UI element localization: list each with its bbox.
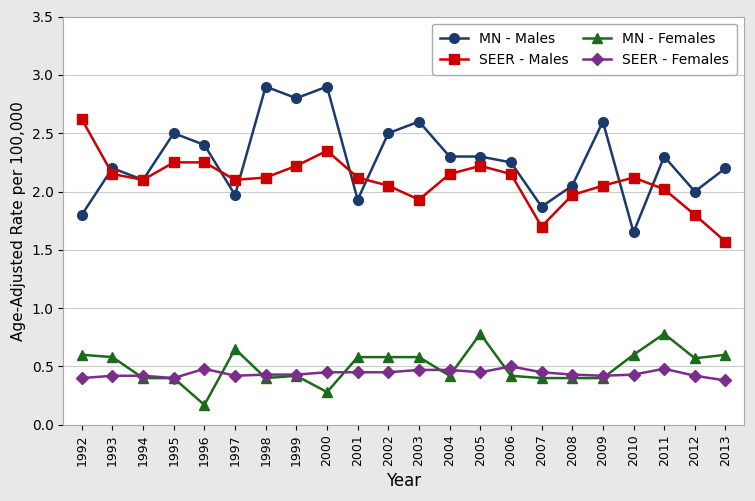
MN - Females [322, 389, 331, 395]
MN - Males [353, 197, 362, 203]
SEER - Males [200, 159, 209, 165]
MN - Females [353, 354, 362, 360]
SEER - Females [660, 366, 669, 372]
X-axis label: Year: Year [386, 472, 421, 490]
SEER - Males [537, 223, 546, 229]
SEER - Males [169, 159, 178, 165]
SEER - Females [537, 369, 546, 375]
MN - Males [690, 188, 699, 194]
SEER - Females [230, 373, 239, 379]
MN - Males [721, 165, 730, 171]
MN - Males [476, 153, 485, 159]
MN - Males [629, 229, 638, 235]
SEER - Males [353, 174, 362, 180]
MN - Males [261, 84, 270, 90]
Line: SEER - Females: SEER - Females [78, 362, 729, 385]
SEER - Females [507, 363, 516, 369]
MN - Females [169, 375, 178, 381]
MN - Females [537, 375, 546, 381]
SEER - Females [200, 366, 209, 372]
SEER - Males [139, 177, 148, 183]
SEER - Females [414, 367, 424, 373]
MN - Males [292, 95, 301, 101]
SEER - Females [261, 372, 270, 378]
SEER - Males [322, 148, 331, 154]
SEER - Males [476, 163, 485, 169]
SEER - Males [384, 183, 393, 189]
MN - Females [384, 354, 393, 360]
Line: MN - Males: MN - Males [77, 82, 730, 237]
MN - Males [660, 153, 669, 159]
MN - Males [139, 177, 148, 183]
SEER - Males [660, 186, 669, 192]
MN - Males [77, 212, 86, 218]
MN - Females [568, 375, 577, 381]
SEER - Males [261, 174, 270, 180]
MN - Females [599, 375, 608, 381]
MN - Males [322, 84, 331, 90]
SEER - Females [322, 369, 331, 375]
MN - Males [568, 183, 577, 189]
SEER - Males [230, 177, 239, 183]
SEER - Females [721, 377, 730, 383]
MN - Males [414, 119, 424, 125]
MN - Females [629, 352, 638, 358]
MN - Males [507, 159, 516, 165]
MN - Females [721, 352, 730, 358]
MN - Males [230, 192, 239, 198]
MN - Females [660, 331, 669, 337]
SEER - Females [690, 373, 699, 379]
Y-axis label: Age-Adjusted Rate per 100,000: Age-Adjusted Rate per 100,000 [11, 101, 26, 341]
MN - Females [292, 373, 301, 379]
SEER - Females [599, 373, 608, 379]
SEER - Females [292, 372, 301, 378]
Line: MN - Females: MN - Females [77, 329, 730, 410]
SEER - Females [629, 372, 638, 378]
SEER - Females [568, 372, 577, 378]
MN - Females [690, 355, 699, 361]
MN - Females [77, 352, 86, 358]
Legend: MN - Males, SEER - Males, MN - Females, SEER - Females: MN - Males, SEER - Males, MN - Females, … [432, 24, 737, 75]
SEER - Males [507, 171, 516, 177]
MN - Females [261, 375, 270, 381]
Line: SEER - Males: SEER - Males [77, 114, 730, 246]
SEER - Females [77, 375, 86, 381]
SEER - Males [690, 212, 699, 218]
SEER - Females [445, 367, 455, 373]
SEER - Females [108, 373, 117, 379]
MN - Females [476, 331, 485, 337]
MN - Females [445, 373, 455, 379]
SEER - Females [353, 369, 362, 375]
SEER - Males [445, 171, 455, 177]
MN - Females [414, 354, 424, 360]
MN - Males [537, 204, 546, 210]
SEER - Males [629, 174, 638, 180]
MN - Males [445, 153, 455, 159]
MN - Males [200, 142, 209, 148]
MN - Females [507, 373, 516, 379]
SEER - Males [77, 116, 86, 122]
MN - Females [230, 346, 239, 352]
SEER - Males [568, 192, 577, 198]
MN - Males [169, 130, 178, 136]
SEER - Females [384, 369, 393, 375]
SEER - Females [169, 375, 178, 381]
MN - Males [384, 130, 393, 136]
SEER - Females [139, 373, 148, 379]
SEER - Males [292, 163, 301, 169]
MN - Females [108, 354, 117, 360]
MN - Males [599, 119, 608, 125]
SEER - Males [599, 183, 608, 189]
SEER - Males [721, 238, 730, 244]
MN - Females [139, 375, 148, 381]
SEER - Males [108, 171, 117, 177]
SEER - Females [476, 369, 485, 375]
MN - Males [108, 165, 117, 171]
SEER - Males [414, 197, 424, 203]
MN - Females [200, 402, 209, 408]
